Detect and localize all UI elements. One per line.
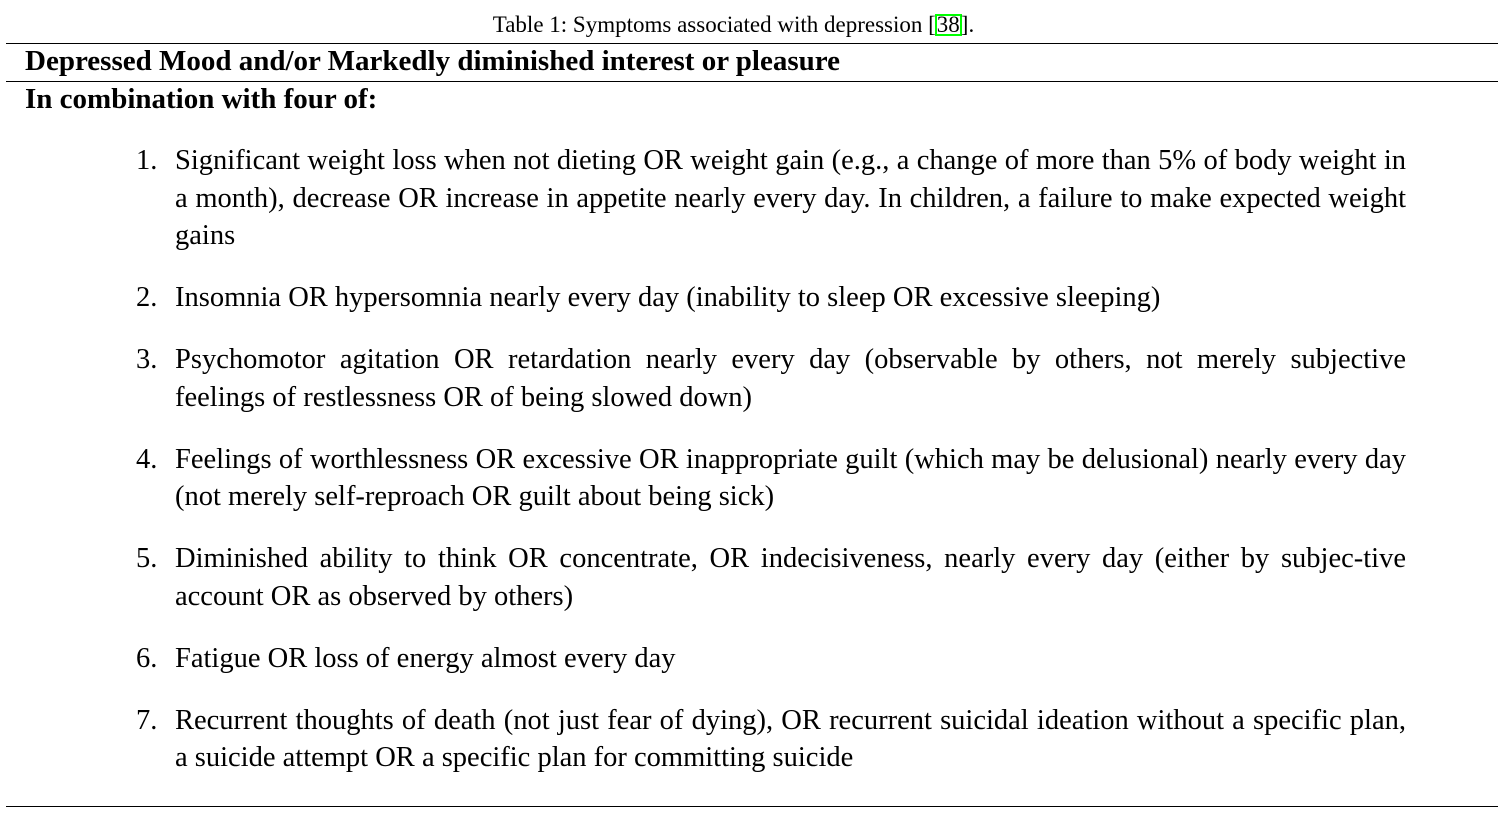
symptom-item-4: 4. Feelings of worthlessness OR excessiv… bbox=[136, 441, 1406, 516]
table-caption: Table 1: Symptoms associated with depres… bbox=[0, 10, 1467, 40]
symptom-item-7: 7. Recurrent thoughts of death (not just… bbox=[136, 702, 1406, 777]
symptom-text: Insomnia OR hypersomnia nearly every day… bbox=[175, 282, 1161, 313]
symptom-item-1: 1. Significant weight loss when not diet… bbox=[136, 142, 1406, 255]
symptom-text: Diminished ability to think OR concentra… bbox=[175, 543, 1406, 612]
symptom-item-5: 5. Diminished ability to think OR concen… bbox=[136, 540, 1406, 615]
symptom-number: 4. bbox=[136, 443, 158, 475]
symptom-item-3: 3. Psychomotor agitation OR retardation … bbox=[136, 341, 1406, 416]
symptom-text: Feelings of worthlessness OR excessive O… bbox=[175, 443, 1406, 513]
symptom-item-2: 2. Insomnia OR hypersomnia nearly every … bbox=[136, 279, 1406, 317]
citation-link[interactable]: 38 bbox=[934, 12, 962, 37]
symptom-number: 2. bbox=[136, 282, 158, 313]
symptom-text: Fatigue OR loss of energy almost every d… bbox=[175, 642, 676, 674]
symptom-text: Psychomotor agitation OR retardation nea… bbox=[175, 344, 1406, 413]
table-header-rule bbox=[6, 81, 1498, 82]
symptom-number: 7. bbox=[136, 704, 158, 736]
symptom-list: 1. Significant weight loss when not diet… bbox=[136, 142, 1406, 801]
caption-prefix: Table 1: Symptoms associated with depres… bbox=[492, 12, 936, 37]
symptom-number: 1. bbox=[136, 145, 158, 176]
symptom-item-6: 6. Fatigue OR loss of energy almost ever… bbox=[136, 640, 1406, 678]
table-header-row: Depressed Mood and/or Markedly diminishe… bbox=[25, 45, 840, 77]
symptom-number: 6. bbox=[136, 642, 158, 674]
table-bottom-rule bbox=[6, 806, 1498, 807]
table-subheader-row: In combination with four of: bbox=[25, 83, 378, 115]
symptom-text: Significant weight loss when not dieting… bbox=[175, 145, 1406, 251]
symptom-text: Recurrent thoughts of death (not just fe… bbox=[175, 704, 1406, 774]
caption-suffix: ]. bbox=[960, 12, 975, 37]
table-top-rule bbox=[6, 43, 1498, 44]
symptom-number: 5. bbox=[136, 543, 158, 574]
symptom-number: 3. bbox=[136, 344, 158, 375]
